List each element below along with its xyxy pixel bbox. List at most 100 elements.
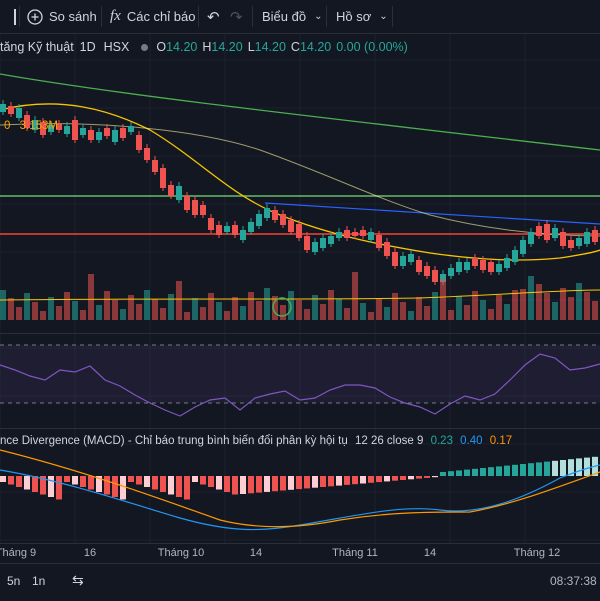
volume-bar bbox=[472, 291, 478, 320]
symbol-title: tăng Kỹ thuật bbox=[0, 40, 74, 54]
macd-histogram-bar bbox=[328, 476, 334, 487]
volume-bar bbox=[104, 291, 110, 320]
candle bbox=[144, 148, 150, 160]
volume-bar bbox=[512, 290, 518, 320]
volume-bar bbox=[544, 293, 550, 320]
candle bbox=[576, 238, 582, 246]
interval-label[interactable]: 1D bbox=[79, 40, 96, 54]
macd-histogram-bar bbox=[256, 476, 262, 493]
volume-bar bbox=[296, 300, 302, 320]
macd-legend: nce Divergence (MACD) - Chỉ báo trung bì… bbox=[0, 435, 512, 447]
macd-histogram-bar bbox=[136, 476, 142, 485]
macd-histogram-bar bbox=[240, 476, 246, 494]
macd-histogram-bar bbox=[392, 476, 398, 481]
macd-histogram-bar bbox=[296, 476, 302, 490]
candle bbox=[320, 238, 326, 248]
chart-type-button[interactable]: Biểu đồ ⌄ bbox=[262, 0, 322, 33]
change-value: 0.00 (0.00%) bbox=[336, 40, 408, 54]
macd-histogram-bar bbox=[208, 476, 214, 487]
volume-bar bbox=[360, 303, 366, 320]
candle bbox=[560, 232, 566, 246]
macd-histogram-bar bbox=[544, 461, 550, 476]
volume-bar bbox=[592, 301, 598, 320]
volume-bar bbox=[504, 304, 510, 320]
indicators-button[interactable]: fx Các chỉ báo bbox=[110, 0, 195, 33]
candle bbox=[440, 274, 446, 282]
time-axis[interactable]: Tháng 9 16 Tháng 10 14 Tháng 11 14 Tháng… bbox=[0, 543, 600, 564]
candle bbox=[464, 262, 470, 270]
volume-bar bbox=[192, 298, 198, 320]
pane-divider[interactable] bbox=[0, 333, 600, 334]
goto-date-icon[interactable]: ⇆ bbox=[72, 572, 84, 588]
time-label: 14 bbox=[249, 547, 263, 559]
volume-bar bbox=[352, 272, 358, 320]
macd-histogram-bar bbox=[448, 471, 454, 476]
macd-histogram-bar bbox=[488, 467, 494, 476]
candle bbox=[152, 160, 158, 172]
time-label: 14 bbox=[423, 547, 437, 559]
close-value: 14.20 bbox=[299, 40, 332, 54]
volume-bar bbox=[112, 300, 118, 320]
high-value: 14.20 bbox=[211, 40, 243, 54]
macd-histogram-value: 0.23 bbox=[430, 435, 453, 447]
volume-bar bbox=[72, 301, 78, 320]
candle bbox=[584, 232, 590, 244]
macd-histogram-bar bbox=[48, 476, 54, 497]
toolbar-divider bbox=[252, 6, 253, 27]
volume-bar bbox=[240, 306, 246, 320]
macd-line-value: 0.40 bbox=[460, 435, 483, 447]
volume-bar bbox=[488, 309, 494, 320]
indicators-label: Các chỉ báo bbox=[126, 9, 196, 24]
symbol-search-fragment[interactable] bbox=[2, 0, 16, 33]
toolbar-divider bbox=[198, 6, 199, 27]
volume-value: 3.153M bbox=[19, 120, 58, 132]
profile-button[interactable]: Hồ sơ ⌄ bbox=[336, 0, 388, 33]
macd-histogram-bar bbox=[112, 476, 118, 497]
toolbar-divider bbox=[392, 6, 393, 27]
macd-histogram-bar bbox=[552, 460, 558, 476]
macd-histogram-bar bbox=[320, 476, 326, 487]
candle bbox=[544, 224, 550, 240]
macd-histogram-bar bbox=[440, 472, 446, 476]
candle bbox=[272, 210, 278, 220]
range-1n-button[interactable]: 1n bbox=[32, 574, 46, 588]
candle bbox=[288, 220, 294, 232]
candle bbox=[568, 240, 574, 248]
candle bbox=[296, 224, 302, 238]
volume-bar bbox=[88, 274, 94, 320]
candle bbox=[96, 132, 102, 140]
candle bbox=[72, 120, 78, 140]
undo-button[interactable]: ↶ bbox=[207, 0, 220, 33]
market-status-icon bbox=[141, 43, 149, 51]
macd-params: 12 26 close 9 bbox=[354, 435, 424, 447]
volume-bar bbox=[560, 288, 566, 320]
time-label: 16 bbox=[83, 547, 97, 559]
macd-histogram-bar bbox=[584, 457, 590, 476]
time-label: Tháng 12 bbox=[513, 547, 561, 559]
compare-button[interactable]: So sánh bbox=[27, 0, 97, 33]
macd-histogram-bar bbox=[280, 476, 286, 491]
volume-bar bbox=[264, 288, 270, 320]
macd-histogram-bar bbox=[288, 476, 294, 490]
macd-histogram-bar bbox=[64, 476, 70, 482]
range-5n-button[interactable]: 5n bbox=[7, 574, 21, 588]
profile-label: Hồ sơ bbox=[336, 9, 372, 24]
volume-bar bbox=[440, 279, 446, 320]
macd-histogram-bar bbox=[560, 460, 566, 476]
candle bbox=[344, 230, 350, 238]
pane-divider[interactable] bbox=[0, 428, 600, 429]
volume-bar bbox=[432, 292, 438, 320]
macd-histogram-bar bbox=[80, 476, 86, 487]
candle bbox=[112, 130, 118, 142]
volume-bar bbox=[168, 294, 174, 320]
volume-bar bbox=[152, 299, 158, 320]
volume-bar bbox=[480, 300, 486, 320]
macd-histogram-bar bbox=[344, 476, 350, 485]
redo-button[interactable]: ↷ bbox=[230, 0, 243, 33]
macd-histogram-bar bbox=[216, 476, 222, 490]
macd-histogram-bar bbox=[512, 464, 518, 476]
volume-bar bbox=[176, 281, 182, 320]
macd-line bbox=[0, 464, 600, 531]
candle bbox=[224, 226, 230, 232]
